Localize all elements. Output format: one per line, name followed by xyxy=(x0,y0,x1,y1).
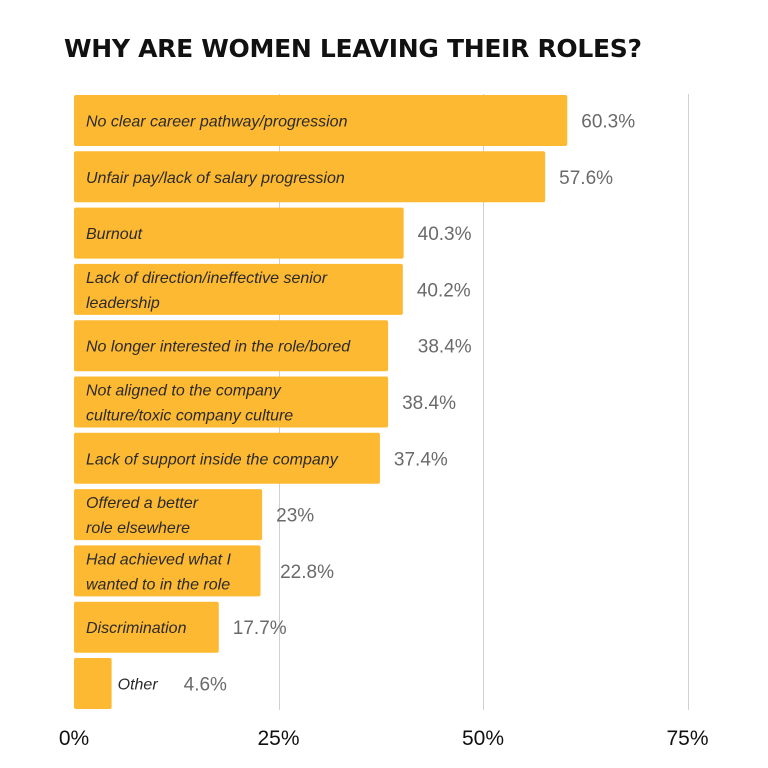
bar-group: Not aligned to the company culture/toxic … xyxy=(74,376,456,428)
bar xyxy=(74,151,546,203)
bar-group: No longer interested in the role/bored 38… xyxy=(74,320,472,372)
bar-group: No clear career pathway/progression 60.3% xyxy=(74,95,635,146)
x-tick-label: 75% xyxy=(666,727,708,750)
bar-category-label: Other xyxy=(118,677,159,694)
bar-category-label: Offered a better role elsewhere xyxy=(86,495,199,537)
bar xyxy=(74,263,403,315)
bar-value-label: 57.6% xyxy=(559,168,613,189)
bar-group: Unfair pay/lack of salary progression 57.… xyxy=(74,151,613,203)
bar xyxy=(74,320,389,372)
bar-group: Offered a better role elsewhere 23% xyxy=(74,489,314,541)
bar xyxy=(74,545,261,597)
bar-group: Discrimination 17.7% xyxy=(74,601,287,653)
bar-category-label: Lack of direction/ineffective senior lead… xyxy=(86,270,328,312)
bar-value-label: 38.4% xyxy=(418,337,472,358)
bar xyxy=(74,658,112,709)
bar xyxy=(74,376,389,428)
bar xyxy=(74,95,568,146)
x-tick-label: 25% xyxy=(257,727,299,750)
bar-group: Lack of direction/ineffective senior lead… xyxy=(74,263,471,315)
bar xyxy=(74,432,380,484)
bar-category-label: Not aligned to the company culture/toxic … xyxy=(86,383,293,425)
bar-value-label: 17.7% xyxy=(233,618,287,639)
bar-value-label: 40.2% xyxy=(417,280,471,301)
bar-value-label: 37.4% xyxy=(394,449,448,470)
x-axis-ticks: 0% 25% 50% 75% xyxy=(59,727,709,750)
bar-value-label: 40.3% xyxy=(418,224,472,245)
x-tick-label: 50% xyxy=(462,727,504,750)
x-tick-label: 0% xyxy=(59,727,89,750)
bar xyxy=(74,601,219,653)
bars: No clear career pathway/progression 60.3%… xyxy=(74,95,635,709)
bar-value-label: 38.4% xyxy=(402,393,456,414)
bar-category-label: Unfair pay/lack of salary progression xyxy=(86,170,345,187)
bar-category-label: Discrimination xyxy=(86,620,187,637)
bar-category-label: Burnout xyxy=(86,226,143,243)
bar xyxy=(74,489,263,541)
bar-value-label: 60.3% xyxy=(581,112,635,133)
bar xyxy=(74,207,404,259)
bar-category-label: No clear career pathway/progression xyxy=(86,114,348,131)
bar-value-label: 23% xyxy=(276,506,314,527)
bar-group: Burnout 40.3% xyxy=(74,207,472,259)
bar-value-label: 4.6% xyxy=(184,675,227,696)
bar-group: Other 4.6% xyxy=(74,658,227,709)
bar-category-label: Lack of support inside the company xyxy=(86,451,339,468)
chart-title: WHY ARE WOMEN LEAVING THEIR ROLES? xyxy=(64,34,642,63)
bar-value-label: 22.8% xyxy=(280,562,334,583)
bar-category-label: No longer interested in the role/bored xyxy=(86,339,351,356)
bar-group: Lack of support inside the company 37.4% xyxy=(74,432,448,484)
